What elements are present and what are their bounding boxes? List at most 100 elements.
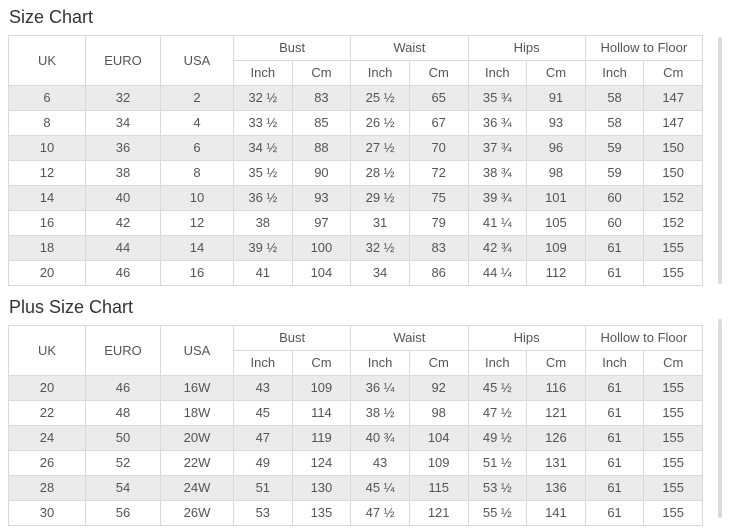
size-chart-scrollbar[interactable]	[718, 37, 722, 284]
table-cell: 16	[8, 210, 86, 236]
table-cell: 152	[643, 210, 703, 236]
table-cell: 34	[85, 110, 161, 136]
table-cell: 61	[584, 375, 645, 401]
table-row: 10 36 6 34 ½ 88 27 ½ 70 37 ¾ 96 59 150	[8, 135, 703, 161]
table-cell: 112	[526, 260, 586, 286]
table-cell: 155	[643, 450, 703, 476]
table-cell: 12	[8, 160, 86, 186]
table-row: 24 50 20W 47 119 40 ¾ 104 49 ½ 126 61 155	[8, 425, 703, 451]
table-cell: 6	[8, 85, 86, 111]
table-cell: 100	[291, 235, 352, 261]
table-cell: 147	[643, 85, 703, 111]
table-cell: 55 ½	[467, 500, 528, 526]
table-cell: 90	[291, 160, 352, 186]
table-cell: 121	[408, 500, 469, 526]
unit-header-bust-inch: Inch	[233, 60, 293, 86]
table-cell: 38 ½	[350, 400, 410, 426]
table-cell: 49 ½	[467, 425, 528, 451]
table-cell: 43	[350, 450, 410, 476]
table-cell: 115	[408, 475, 469, 501]
table-cell: 27 ½	[350, 135, 410, 161]
table-row: 16 42 12 38 97 31 79 41 ¼ 105 60 152	[8, 210, 703, 236]
table-cell: 93	[291, 185, 352, 211]
table-cell: 61	[584, 475, 645, 501]
table-cell: 47	[233, 425, 293, 451]
table-cell: 147	[643, 110, 703, 136]
table-cell: 18W	[160, 400, 234, 426]
plus-size-chart-scrollbar[interactable]	[718, 319, 722, 518]
table-cell: 45 ½	[467, 375, 528, 401]
unit-header-bust-cm: Cm	[291, 60, 352, 86]
table-cell: 20W	[160, 425, 234, 451]
table-cell: 16	[160, 260, 234, 286]
table-cell: 61	[584, 400, 645, 426]
table-cell: 65	[408, 85, 469, 111]
table-cell: 155	[643, 475, 703, 501]
table-cell: 58	[584, 85, 645, 111]
table-cell: 18	[8, 235, 86, 261]
table-cell: 61	[584, 450, 645, 476]
table-cell: 40 ¾	[350, 425, 410, 451]
table-cell: 26	[8, 450, 86, 476]
table-cell: 98	[408, 400, 469, 426]
table-cell: 33 ½	[233, 110, 293, 136]
table-cell: 39 ¾	[467, 185, 528, 211]
table-cell: 60	[584, 210, 645, 236]
table-cell: 24	[8, 425, 86, 451]
table-row: 18 44 14 39 ½ 100 32 ½ 83 42 ¾ 109 61 155	[8, 235, 703, 261]
table-cell: 22	[8, 400, 86, 426]
unit-header-bust-inch: Inch	[233, 350, 293, 376]
table-cell: 26 ½	[350, 110, 410, 136]
table-cell: 97	[291, 210, 352, 236]
unit-header-waist-inch: Inch	[350, 60, 410, 86]
column-header-uk: UK	[8, 325, 86, 376]
table-cell: 20	[8, 260, 86, 286]
table-cell: 72	[408, 160, 469, 186]
table-cell: 42	[85, 210, 161, 236]
table-cell: 32	[85, 85, 161, 111]
table-cell: 86	[408, 260, 469, 286]
table-row: 26 52 22W 49 124 43 109 51 ½ 131 61 155	[8, 450, 703, 476]
column-group-bust: Bust	[232, 325, 352, 351]
table-cell: 70	[408, 135, 469, 161]
table-row: 6 32 2 32 ½ 83 25 ½ 65 35 ¾ 91 58 147	[8, 85, 703, 111]
table-cell: 104	[408, 425, 469, 451]
table-cell: 36 ¾	[467, 110, 528, 136]
table-cell: 46	[85, 375, 161, 401]
table-cell: 35 ¾	[467, 85, 528, 111]
table-cell: 14	[160, 235, 234, 261]
unit-header-waist-cm: Cm	[408, 60, 469, 86]
table-cell: 93	[526, 110, 586, 136]
table-cell: 47 ½	[467, 400, 528, 426]
table-cell: 42 ¾	[467, 235, 528, 261]
table-cell: 121	[526, 400, 586, 426]
table-cell: 61	[584, 260, 645, 286]
table-cell: 26W	[160, 500, 234, 526]
table-cell: 39 ½	[233, 235, 293, 261]
table-cell: 109	[291, 375, 352, 401]
table-cell: 8	[8, 110, 86, 136]
table-cell: 47 ½	[350, 500, 410, 526]
table-cell: 105	[526, 210, 586, 236]
table-cell: 119	[291, 425, 352, 451]
table-cell: 124	[291, 450, 352, 476]
table-cell: 155	[643, 400, 703, 426]
column-group-waist: Waist	[350, 35, 469, 61]
table-cell: 14	[8, 185, 86, 211]
table-cell: 155	[643, 500, 703, 526]
plus-size-chart-title: Plus Size Chart	[9, 297, 134, 317]
table-cell: 61	[584, 425, 645, 451]
table-cell: 50	[85, 425, 161, 451]
column-group-hollow-to-floor: Hollow to Floor	[584, 35, 704, 61]
table-cell: 104	[291, 260, 352, 286]
table-cell: 155	[643, 235, 703, 261]
column-group-waist: Waist	[350, 325, 469, 351]
table-cell: 38	[233, 210, 293, 236]
table-row: 8 34 4 33 ½ 85 26 ½ 67 36 ¾ 93 58 147	[8, 110, 703, 136]
column-header-usa: USA	[160, 325, 234, 376]
table-row: 12 38 8 35 ½ 90 28 ½ 72 38 ¾ 98 59 150	[8, 160, 703, 186]
table-cell: 10	[8, 135, 86, 161]
table-cell: 67	[408, 110, 469, 136]
table-cell: 52	[85, 450, 161, 476]
table-cell: 85	[291, 110, 352, 136]
